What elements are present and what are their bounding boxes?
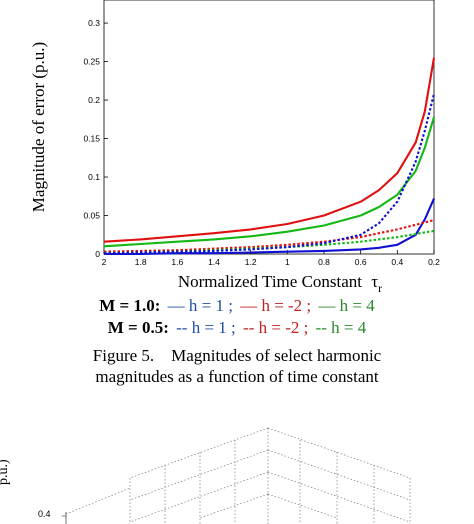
legend-row-m1-head: M = 1.0: [99, 296, 161, 315]
plot-frame [103, 0, 435, 255]
grid-line [129, 449, 269, 501]
y-axis-ticks: 0 0.05 0.1 0.15 0.2 0.25 0.3 [83, 18, 108, 259]
x-tick-label: 1.6 [171, 257, 183, 267]
series-line-4 [103, 219, 435, 253]
x-tick-label: 1.2 [245, 257, 257, 267]
grid-line [267, 471, 411, 523]
lower-y-axis-title-fragment: p.u.) [0, 459, 11, 485]
series-line-6 [103, 93, 436, 255]
y-tick-label: 0.05 [83, 211, 100, 221]
legend-row-m1: M = 1.0: — h = 1 ; — h = -2 ; — h = 4 [0, 296, 474, 316]
caption-line-2: magnitudes as a function of time constan… [95, 367, 379, 386]
x-axis-title-symbol: τ [371, 272, 378, 291]
y-axis-title: Magnitude of error (p.u.) [29, 42, 48, 212]
x-tick-label: 0.4 [391, 257, 403, 267]
legend-marker: -- [176, 318, 188, 337]
x-axis-title-subscript: r [378, 281, 382, 295]
legend-row-m05-head: M = 0.5: [107, 318, 169, 337]
x-tick-label: 1 [285, 257, 290, 267]
series-line-1 [103, 57, 436, 243]
y-tick-label: 0 [95, 249, 100, 259]
legend-label: h = 1 ; [191, 318, 236, 337]
y-tick-label: 0.15 [83, 134, 100, 144]
legend-label: h = 4 [331, 318, 367, 337]
legend-label: h = 4 [339, 296, 375, 315]
x-tick-label: 0.6 [355, 257, 367, 267]
legend-marker: -- [243, 318, 255, 337]
y-tick-label: 0.1 [88, 172, 100, 182]
grid-line [267, 449, 411, 501]
y-tick-label: 0.3 [88, 18, 100, 28]
x-tick-label: 0.2 [428, 257, 440, 267]
legend-entry-m1-h4: — h = 4 [318, 296, 374, 315]
legend-entry-m1-h1: — h = 1 ; [168, 296, 238, 315]
lower-y-tick-label: 0.4 [38, 509, 51, 519]
legend-label: h = -2 ; [258, 318, 309, 337]
grid-line [267, 427, 411, 479]
legend-marker: — [240, 296, 258, 315]
x-tick-label: 1.4 [208, 257, 220, 267]
legend-label: h = 1 ; [188, 296, 233, 315]
legend-entry-m05-h-2: -- h = -2 ; [243, 318, 313, 337]
y-tick-label: 0.2 [88, 95, 100, 105]
grid-line [199, 493, 269, 519]
figure-caption: Figure 5. Magnitudes of select harmonic … [0, 345, 474, 387]
grid-line [129, 471, 269, 523]
x-axis-title: Normalized Time Constant τr [178, 272, 382, 295]
legend-entry-m05-h4: -- h = 4 [316, 318, 367, 337]
grid-line [267, 493, 338, 519]
legend-entry-m1-h-2: — h = -2 ; [240, 296, 315, 315]
grid-line [129, 427, 269, 479]
legend-marker: — [167, 296, 185, 315]
legend-marker: -- [315, 318, 327, 337]
caption-line-1: Figure 5. Magnitudes of select harmonic [92, 346, 382, 365]
grid-line [65, 487, 131, 515]
legend-marker: — [318, 296, 336, 315]
series-lines [103, 57, 436, 256]
x-tick-label: 2 [102, 257, 107, 267]
legend-entry-m05-h1: -- h = 1 ; [176, 318, 240, 337]
x-tick-label: 0.8 [318, 257, 330, 267]
series-line-2 [103, 116, 436, 248]
error-magnitude-chart: 0 0.05 0.1 0.15 0.2 0.25 0.3 2 1.8 1.6 1.4 1.2 1 0.8… [29, 0, 440, 295]
legend-label: h = -2 ; [261, 296, 312, 315]
x-axis-title-text: Normalized Time Constant [178, 272, 362, 291]
x-tick-label: 1.8 [135, 257, 147, 267]
legend-row-m05: M = 0.5: -- h = 1 ; -- h = -2 ; -- h = 4 [0, 318, 474, 338]
y-tick-label: 0.25 [83, 57, 100, 67]
lower-axis-line [62, 512, 67, 524]
